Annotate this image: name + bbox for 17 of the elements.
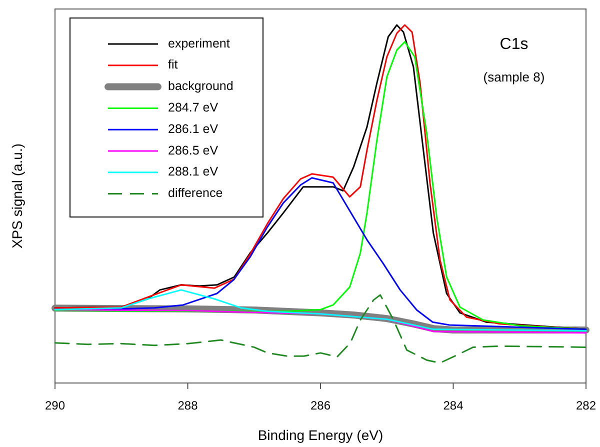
legend-label: 288.1 eV [168,164,219,179]
annotation: (sample 8) [483,69,545,84]
legend-label: experiment [168,36,230,50]
legend-label: 286.5 eV [168,143,219,158]
legend-label: background [168,79,234,94]
x-axis-title: Binding Energy (eV) [258,427,384,443]
x-tick-label: 286 [310,398,331,413]
y-axis-title: XPS signal (a.u.) [9,143,25,249]
legend-label: 284.7 eV [168,100,219,114]
annotation: C1s [500,36,528,54]
legend-label: fit [168,58,178,72]
legend-label: difference [168,186,223,200]
x-tick-label: 282 [576,398,596,413]
x-tick-label: 290 [44,398,66,413]
legend-label: 286.1 eV [168,122,219,136]
x-tick-label: 288 [178,398,198,413]
x-tick-label: 284 [443,398,464,413]
